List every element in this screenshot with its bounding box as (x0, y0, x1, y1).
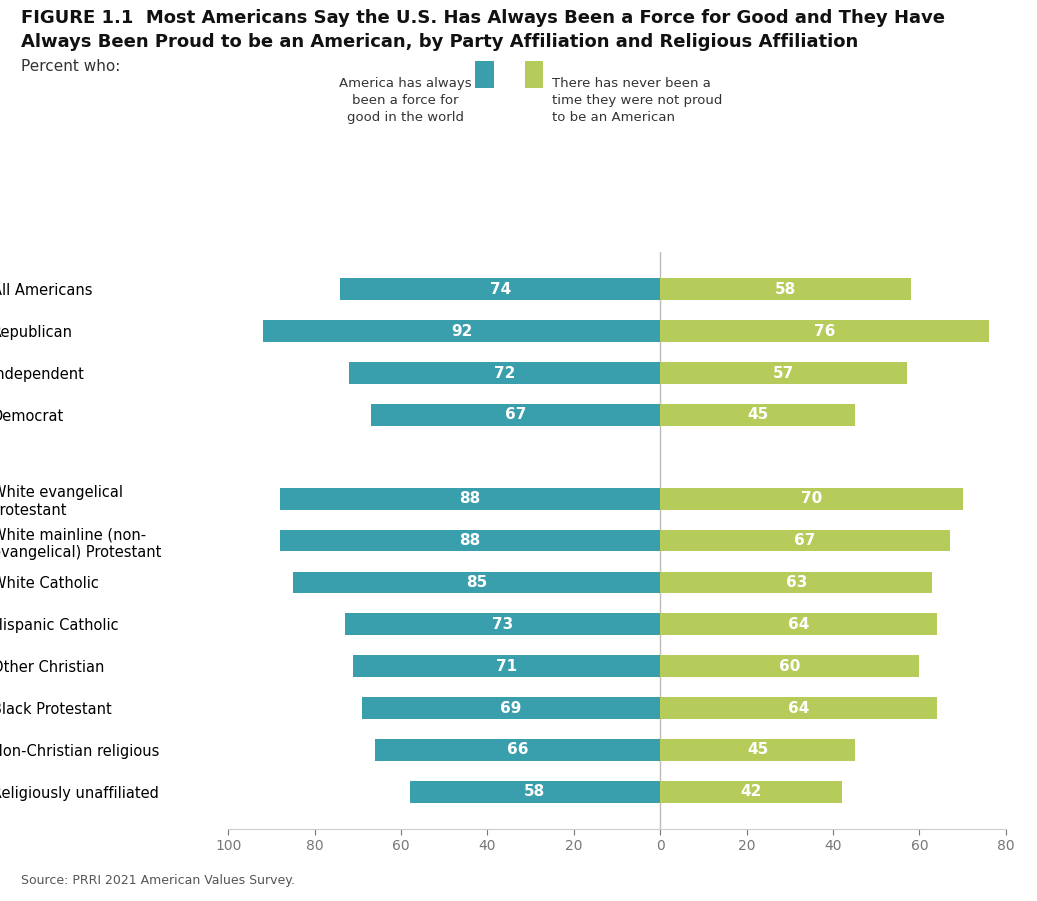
Text: America has always
been a force for
good in the world: America has always been a force for good… (339, 77, 472, 123)
Bar (371, 405, 661, 426)
Bar (292, 571, 661, 594)
Bar (340, 278, 661, 300)
Bar (661, 405, 854, 426)
Bar (661, 739, 854, 760)
Text: FIGURE 1.1  Most Americans Say the U.S. Has Always Been a Force for Good and The: FIGURE 1.1 Most Americans Say the U.S. H… (21, 9, 945, 27)
Text: There has never been a
time they were not proud
to be an American: There has never been a time they were no… (552, 77, 722, 123)
Text: 88: 88 (459, 533, 481, 548)
Bar (375, 739, 661, 760)
Text: 66: 66 (507, 742, 529, 758)
Bar (661, 530, 950, 551)
Text: 42: 42 (740, 785, 761, 799)
Text: 63: 63 (786, 575, 807, 590)
Bar (349, 362, 661, 384)
Bar (661, 571, 932, 594)
Text: 64: 64 (788, 701, 809, 715)
Text: 73: 73 (492, 617, 513, 632)
Text: 58: 58 (525, 785, 545, 799)
Text: 45: 45 (747, 742, 768, 758)
Bar (661, 362, 906, 384)
Text: Source: PRRI 2021 American Values Survey.: Source: PRRI 2021 American Values Survey… (21, 875, 295, 887)
Text: 74: 74 (489, 282, 511, 296)
Bar (661, 697, 936, 719)
Bar (280, 530, 661, 551)
Bar (661, 321, 988, 342)
Bar (362, 697, 661, 719)
Text: 69: 69 (501, 701, 522, 715)
Text: 92: 92 (451, 323, 472, 339)
Text: 60: 60 (779, 659, 801, 674)
Bar (344, 614, 661, 635)
Text: Always Been Proud to be an American, by Party Affiliation and Religious Affiliat: Always Been Proud to be an American, by … (21, 33, 858, 51)
Bar (262, 321, 661, 342)
Text: 88: 88 (459, 491, 481, 506)
Text: Percent who:: Percent who: (21, 59, 120, 74)
Text: 71: 71 (497, 659, 517, 674)
Bar (661, 614, 936, 635)
Bar (661, 781, 842, 803)
Text: 76: 76 (814, 323, 835, 339)
Text: 85: 85 (466, 575, 487, 590)
Bar (410, 781, 661, 803)
Bar (354, 655, 661, 677)
Text: 64: 64 (788, 617, 809, 632)
Text: 67: 67 (794, 533, 816, 548)
Text: 70: 70 (801, 491, 822, 506)
Text: 67: 67 (505, 407, 526, 423)
Text: 57: 57 (773, 366, 794, 380)
Bar (661, 278, 910, 300)
Bar (280, 487, 661, 510)
Bar (661, 487, 962, 510)
Bar (661, 655, 920, 677)
Text: 72: 72 (494, 366, 515, 380)
Text: 45: 45 (747, 407, 768, 423)
Text: 58: 58 (775, 282, 796, 296)
